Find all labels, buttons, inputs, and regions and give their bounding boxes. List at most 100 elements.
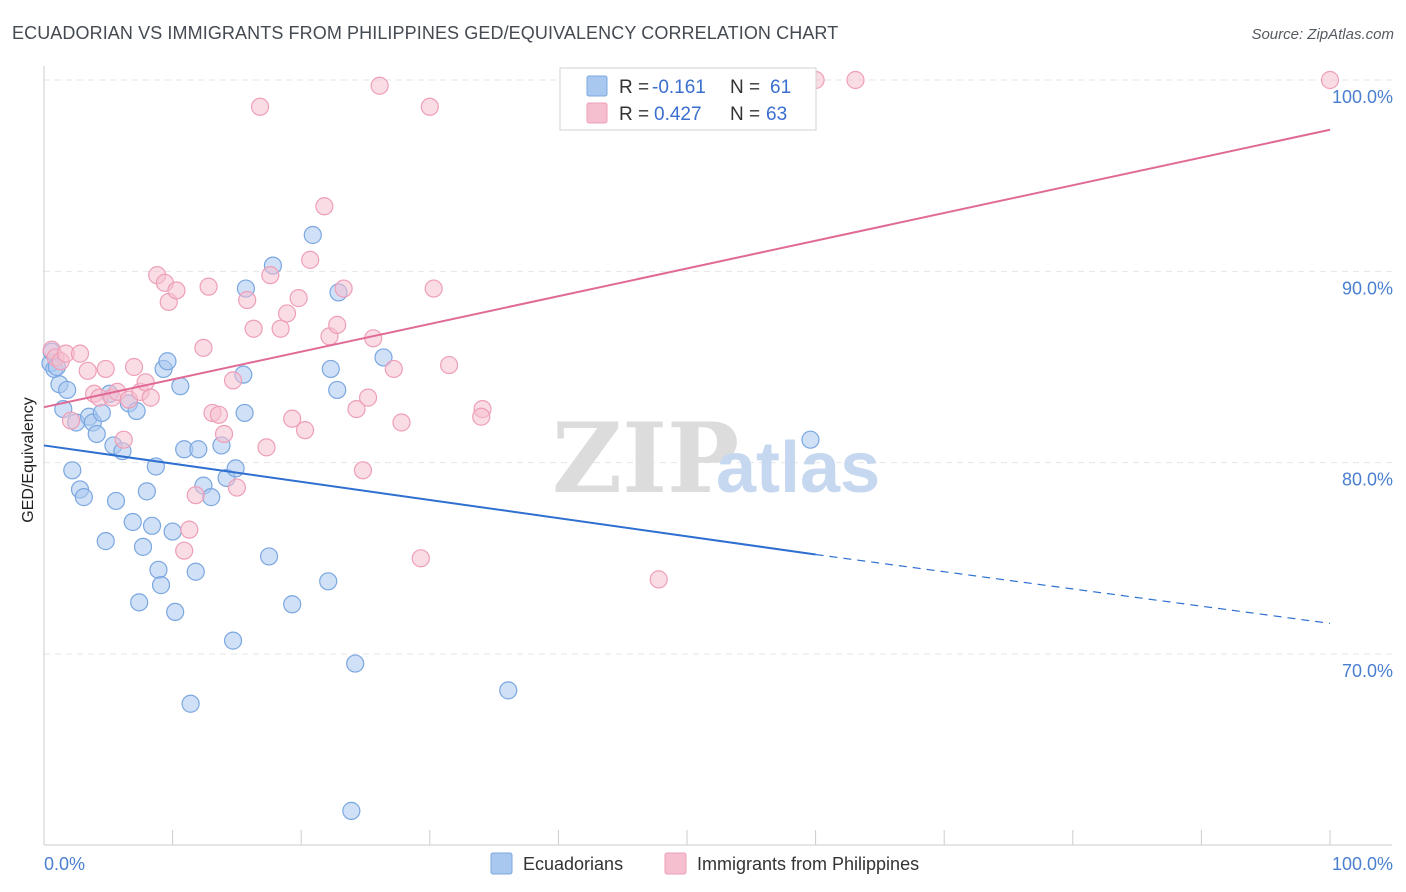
point-philippines [370,76,389,95]
y-tick-labels: 70.0% 80.0% 90.0% 100.0% [1332,87,1393,681]
point-philippines [209,405,228,424]
point-philippines [1320,70,1340,90]
trend-lines [43,128,1331,624]
bottom-legend-swatch-philippines [664,852,687,875]
point-ecuadorians [202,488,221,507]
point-philippines [96,359,115,379]
stats-legend: R = -0.161 N = 61 R = 0.427 N = 63 [559,67,817,131]
point-ecuadorians [328,380,347,400]
point-ecuadorians [223,631,243,650]
point-philippines [353,461,373,480]
point-ecuadorians [166,602,185,622]
point-philippines [257,438,276,457]
trend-line-ecuadorians-extrapolated [815,553,1331,624]
point-philippines [167,281,186,300]
point-philippines [301,250,320,269]
point-ecuadorians [189,440,208,459]
legend-n-label: N = [730,77,760,98]
series-ecuadorians-points [41,225,820,820]
point-ecuadorians [186,562,205,581]
point-ecuadorians [374,348,393,367]
point-philippines [420,97,439,116]
point-philippines [328,315,347,335]
y-tick-label: 100.0% [1332,87,1393,107]
y-tick-label: 70.0% [1342,661,1393,681]
point-philippines [283,409,302,428]
point-philippines [238,290,257,310]
legend-r-value: -0.161 [652,77,706,98]
point-philippines [846,70,865,90]
point-ecuadorians [321,359,340,379]
point-ecuadorians [801,430,820,449]
point-ecuadorians [149,560,168,579]
point-ecuadorians [235,403,254,423]
y-axis-label: GED/Equivalency [20,397,37,522]
point-philippines [347,399,366,419]
point-philippines [186,486,205,505]
point-philippines [78,361,97,380]
point-ecuadorians [283,595,302,614]
point-ecuadorians [181,694,200,713]
point-philippines [194,338,213,357]
point-philippines [384,359,403,379]
point-philippines [315,197,334,216]
point-philippines [277,304,297,323]
point-philippines [141,388,160,407]
point-philippines [472,407,491,426]
y-tick-label: 80.0% [1342,470,1393,490]
point-ecuadorians [96,532,115,551]
legend-swatch-philippines [586,102,608,124]
y-tick-label: 90.0% [1342,278,1393,298]
point-philippines [295,421,315,440]
bottom-legend-swatch-ecuadorians [490,852,513,875]
point-ecuadorians [74,488,93,507]
legend-r-label: R = [619,77,649,98]
legend-swatch-ecuadorians [586,75,608,97]
watermark-atlas: atlas [716,428,880,508]
point-philippines [227,478,246,497]
point-philippines [358,388,378,407]
point-philippines [244,319,263,338]
point-philippines [114,430,133,449]
point-ecuadorians [158,352,177,371]
point-ecuadorians [133,537,153,556]
legend-n-value: 63 [766,104,787,125]
point-ecuadorians [137,482,156,501]
point-philippines [136,373,155,392]
legend-n-label: N = [730,104,760,125]
x-tick-label-min: 0.0% [44,854,85,874]
point-philippines [411,549,430,568]
point-ecuadorians [319,572,338,591]
x-tick-labels: 0.0% 100.0% [44,854,1393,874]
bottom-legend-philippines: Immigrants from Philippines [697,854,919,874]
bottom-legend-ecuadorians: Ecuadorians [523,854,623,874]
point-ecuadorians [163,522,182,541]
point-ecuadorians [87,424,106,444]
point-philippines [392,413,411,432]
point-philippines [424,279,443,298]
trend-line-philippines [43,128,1331,409]
point-philippines [649,570,668,589]
point-ecuadorians [259,547,279,566]
point-philippines [180,520,199,539]
point-philippines [271,319,290,338]
point-philippines [261,266,280,285]
point-ecuadorians [92,403,111,423]
point-ecuadorians [499,681,518,700]
point-philippines [439,355,459,375]
legend-r-label: R = [619,104,649,125]
legend-n-value: 61 [770,77,791,98]
point-ecuadorians [346,654,365,673]
series-legend: Ecuadorians Immigrants from Philippines [490,852,919,875]
point-ecuadorians [303,225,322,245]
watermark: ZIP atlas [552,402,880,515]
watermark-zip: ZIP [552,402,739,515]
point-ecuadorians [106,491,126,511]
legend-r-value: 0.427 [654,104,702,125]
x-tick-label-max: 100.0% [1332,854,1393,874]
trend-line-ecuadorians [43,444,816,556]
point-ecuadorians [142,516,162,535]
point-ecuadorians [151,576,171,595]
point-philippines [199,277,218,296]
